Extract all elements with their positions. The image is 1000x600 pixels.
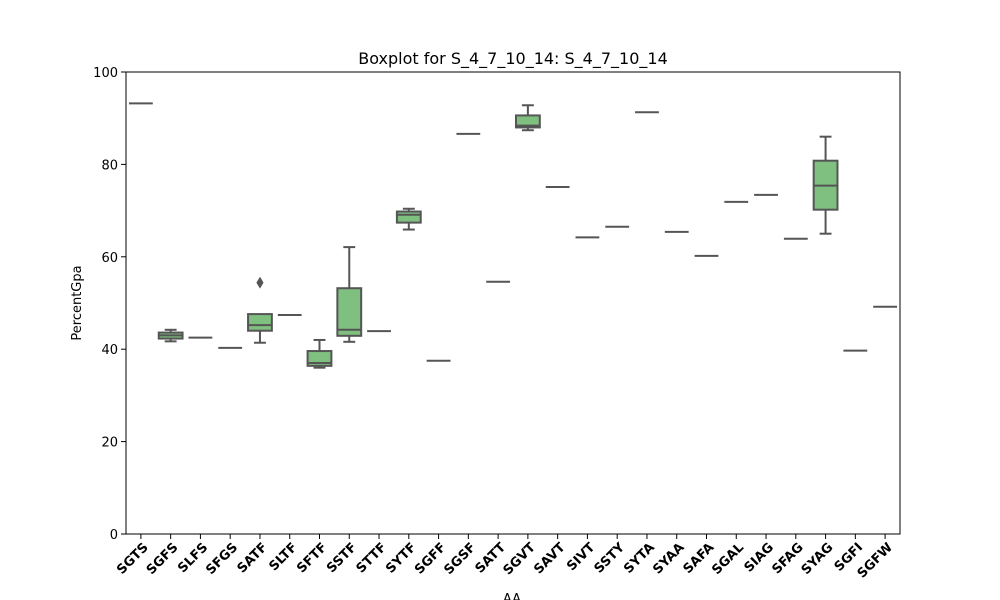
box-body	[336, 287, 363, 337]
x-tick-label: SGTS	[114, 540, 152, 578]
x-tick-label: SGFF	[412, 540, 449, 577]
x-axis-label: AA	[503, 592, 521, 600]
box-body	[514, 114, 541, 129]
x-tick-label: SATF	[235, 540, 271, 576]
x-tick-label: SGAL	[709, 540, 747, 578]
x-tick-label: SFGS	[203, 540, 241, 578]
x-tick-label: SYTA	[621, 540, 658, 577]
y-tick-label: 100	[93, 66, 118, 81]
box-body	[247, 313, 273, 332]
x-tick-label: SYTF	[383, 540, 419, 576]
y-tick-label: 20	[101, 436, 118, 451]
x-tick-label: SSTF	[324, 540, 360, 576]
y-axis-label: PercentGpa	[70, 265, 85, 340]
x-tick-label: SGFS	[144, 540, 182, 578]
x-tick-label: SAFA	[681, 540, 718, 577]
plot-frame	[125, 71, 901, 535]
x-tick-label: SIVT	[564, 540, 598, 574]
x-tick-label: SAVT	[531, 540, 568, 577]
x-tick-label: SYAG	[799, 540, 837, 578]
x-tick-label: SFTF	[294, 540, 330, 576]
x-tick-label: SIAG	[742, 540, 777, 575]
box-body	[395, 210, 422, 224]
y-tick-label: 80	[101, 158, 118, 173]
x-tick-label: SYAA	[650, 540, 687, 577]
x-tick-label: SLTF	[266, 540, 300, 574]
x-tick-label: STTF	[354, 540, 390, 576]
y-tick-label: 60	[101, 251, 118, 266]
x-tick-label: SFAG	[770, 540, 807, 577]
x-tick-label: SGVT	[501, 540, 539, 578]
outlier-point	[256, 276, 264, 289]
x-tick-label: SSTY	[592, 540, 629, 577]
chart-title: Boxplot for S_4_7_10_14: S_4_7_10_14	[358, 49, 668, 69]
y-tick-label: 0	[110, 528, 118, 543]
y-tick-label: 40	[101, 343, 118, 358]
x-tick-label: SGSF	[441, 540, 479, 578]
